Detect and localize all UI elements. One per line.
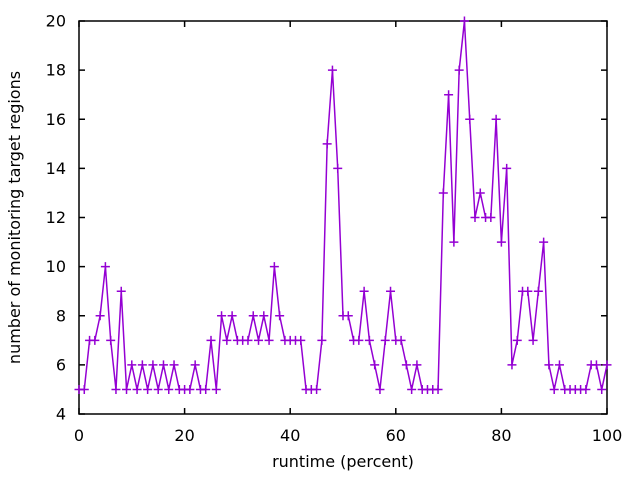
- data-point-marker: [386, 286, 396, 296]
- x-axis-label: runtime (percent): [272, 452, 414, 471]
- data-point-marker: [322, 139, 332, 149]
- data-point-marker: [459, 16, 469, 26]
- data-point-marker: [169, 360, 179, 370]
- y-tick-label: 20: [46, 12, 66, 31]
- data-point-marker: [122, 384, 132, 394]
- data-point-marker: [465, 114, 475, 124]
- data-point-marker: [597, 384, 607, 394]
- data-point-marker: [153, 384, 163, 394]
- plot-border: [78, 20, 608, 415]
- data-point-marker: [486, 213, 496, 222]
- data-point-marker: [217, 311, 227, 321]
- data-point-marker: [264, 335, 274, 345]
- y-tick-label: 12: [46, 208, 66, 227]
- data-point-marker: [533, 286, 543, 296]
- y-tick-label: 8: [56, 306, 66, 325]
- data-point-marker: [211, 384, 221, 394]
- data-series-line: [79, 20, 608, 391]
- data-point-marker: [106, 335, 116, 345]
- y-tick-label: 14: [46, 159, 66, 178]
- data-point-marker: [312, 384, 322, 394]
- data-point-marker: [222, 335, 232, 345]
- data-point-marker: [370, 360, 380, 370]
- data-point-marker: [354, 335, 364, 345]
- data-point-marker: [185, 384, 195, 394]
- data-point-marker: [248, 311, 258, 321]
- data-point-marker: [549, 384, 559, 394]
- data-point-marker: [554, 360, 564, 370]
- data-point-marker: [190, 360, 200, 370]
- data-point-marker: [158, 360, 168, 370]
- data-point-marker: [496, 237, 506, 247]
- data-point-marker: [227, 311, 237, 321]
- data-point-marker: [343, 311, 353, 321]
- data-point-marker: [164, 384, 174, 394]
- data-point-marker: [539, 237, 549, 247]
- data-point-marker: [243, 335, 253, 345]
- data-point-marker: [116, 286, 126, 296]
- data-point-marker: [602, 360, 612, 370]
- x-tick-label: 100: [592, 426, 623, 445]
- data-point-marker: [502, 163, 512, 173]
- data-point-marker: [438, 188, 448, 198]
- data-point-marker: [269, 262, 279, 272]
- data-point-marker: [375, 384, 385, 394]
- data-point-marker: [528, 335, 538, 345]
- data-point-marker: [512, 335, 522, 345]
- data-point-marker: [127, 360, 137, 370]
- data-point-marker: [100, 262, 110, 272]
- y-tick-label: 16: [46, 110, 66, 129]
- x-tick-label: 60: [386, 426, 406, 445]
- data-point-marker: [95, 311, 105, 321]
- data-point-marker: [401, 360, 411, 370]
- data-point-marker: [254, 335, 264, 345]
- data-point-marker: [507, 360, 517, 370]
- data-point-marker: [317, 335, 327, 345]
- data-point-marker: [396, 335, 406, 345]
- data-point-marker: [132, 384, 142, 394]
- data-point-marker: [296, 335, 306, 345]
- y-tick-label: 18: [46, 61, 66, 80]
- data-point-marker: [79, 384, 89, 394]
- data-point-marker: [137, 360, 147, 370]
- data-point-marker: [433, 384, 443, 394]
- data-point-marker: [470, 213, 480, 222]
- data-point-marker: [523, 286, 533, 296]
- data-point-marker: [544, 360, 554, 370]
- data-point-marker: [333, 163, 343, 173]
- x-tick-label: 40: [280, 426, 300, 445]
- data-point-marker: [454, 65, 464, 75]
- data-point-marker: [412, 360, 422, 370]
- y-tick-label: 4: [56, 405, 66, 424]
- y-tick-label: 6: [56, 355, 66, 374]
- data-point-marker: [491, 114, 501, 124]
- data-point-marker: [148, 360, 158, 370]
- data-point-marker: [475, 188, 485, 198]
- data-point-marker: [111, 384, 121, 394]
- x-tick-label: 80: [491, 426, 511, 445]
- data-point-marker: [90, 335, 100, 345]
- data-point-marker: [444, 90, 454, 100]
- data-point-marker: [364, 335, 374, 345]
- x-tick-label: 20: [174, 426, 194, 445]
- data-point-marker: [380, 335, 390, 345]
- data-point-marker: [449, 237, 459, 247]
- data-point-marker: [259, 311, 269, 321]
- data-point-marker: [327, 65, 337, 75]
- x-tick-label: 0: [74, 426, 84, 445]
- data-point-marker: [359, 286, 369, 296]
- data-point-marker: [581, 384, 591, 394]
- data-point-marker: [591, 360, 601, 370]
- data-point-marker: [275, 311, 285, 321]
- data-point-marker: [201, 384, 211, 394]
- data-point-marker: [143, 384, 153, 394]
- y-tick-label: 10: [46, 257, 66, 276]
- data-point-marker: [206, 335, 216, 345]
- data-point-marker: [407, 384, 417, 394]
- y-axis-label: number of monitoring target regions: [5, 71, 24, 364]
